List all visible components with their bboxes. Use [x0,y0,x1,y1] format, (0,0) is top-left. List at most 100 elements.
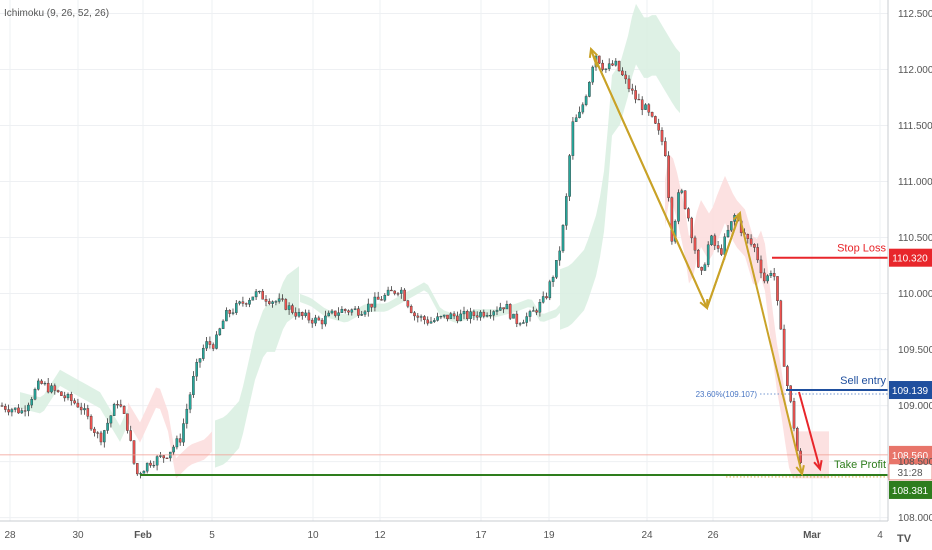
candle-body [617,60,621,72]
candle-body [165,457,169,459]
candle-body [119,404,123,407]
candle-body [667,155,670,198]
candle-body [13,407,17,410]
take-profit-badge: 108.381 [889,480,932,499]
candle-body [360,314,364,316]
candle-body [116,404,119,406]
candle-body [314,317,317,324]
candle-body [436,316,439,321]
candle-body [162,455,166,459]
up-arrow-2 [706,212,741,309]
candle-body [574,117,578,122]
candle-body [637,98,641,101]
candle-body [383,294,387,301]
candle-body [479,311,482,318]
y-tick-label: 108.000 [898,513,932,524]
candle-body [683,190,687,209]
candle-body [145,462,149,472]
candle-body [525,316,528,323]
candle-body [96,432,99,434]
candle-body [135,463,139,475]
sell-entry-badge-text: 109.139 [892,386,929,397]
candle-body [221,320,225,329]
x-tick-label: Mar [803,530,821,541]
x-tick-label: 12 [374,530,386,541]
candle-body [66,394,70,399]
candle-body [46,382,50,393]
candle-body [756,247,759,261]
countdown-bg [888,463,932,481]
candle-body [749,238,753,245]
candle-body [0,405,4,407]
ichimoku-cloud [20,3,829,479]
candle-body [644,104,647,110]
candle-body [297,312,301,317]
candle-body [716,245,720,249]
candle-body [621,70,624,76]
candle-body [492,311,496,316]
candle-body [373,296,377,308]
x-tick-label: 10 [307,530,319,541]
candle-body [561,225,565,252]
candle-body [228,310,232,314]
x-tick-label: 28 [4,530,16,541]
candle-body [43,382,47,385]
candle-body [152,464,156,467]
candle-body [469,311,472,319]
candle-body [776,276,779,302]
candle-body [650,111,654,117]
candle-body [601,62,604,70]
candle-body [89,416,93,430]
countdown-badge: 31:28 [888,463,932,481]
candle-body [588,81,591,97]
candle-body [611,63,614,66]
candle-body [324,315,327,325]
candle-body [73,400,76,404]
candle-body [291,305,294,313]
candle-body [598,55,601,64]
candle-body [287,305,291,310]
candle-body [462,311,466,315]
y-tick-label: 110.500 [898,233,932,244]
indicator-label[interactable]: Ichimoku (9, 26, 52, 26) [4,8,109,19]
current-price-badge-text: 108.560 [892,451,929,462]
candle-body [172,446,175,453]
candle-body [766,275,769,282]
candle-body [271,301,274,304]
y-tick-label: 109.500 [898,345,932,356]
time-axis: 28 30 Feb 5 10 12 17 19 24 26 Mar 4 [0,520,888,541]
candle-body [347,310,350,313]
down-arrow-2-head [795,464,805,477]
candle-body [706,244,710,265]
candle-body [234,303,238,313]
candle-body [10,409,14,413]
candle-body [63,395,66,399]
candle-body [40,380,43,384]
candle-body [261,290,265,300]
candle-body [277,298,281,302]
candle-body [99,432,103,443]
candle-body [268,301,271,304]
candle-body [423,316,426,321]
tradingview-logo: TV [893,531,919,545]
candle-body [515,313,519,324]
candle-body [320,319,324,325]
candle-body [132,440,136,464]
candle-body [799,450,802,463]
candle-body [37,380,40,390]
stop-loss-badge: 110.320 [889,248,932,267]
candle-body [792,401,796,429]
x-tick-label: 24 [641,530,653,541]
candle-body [673,220,677,242]
candle-body [337,312,340,316]
candle-body [175,438,179,448]
candle-body [631,88,634,91]
candle-body [195,362,199,377]
candle-body [79,406,83,411]
candle-body [700,266,703,271]
candle-body [624,74,627,80]
candle-body [769,273,773,276]
candle-body [106,422,109,431]
candle-body [581,104,585,113]
